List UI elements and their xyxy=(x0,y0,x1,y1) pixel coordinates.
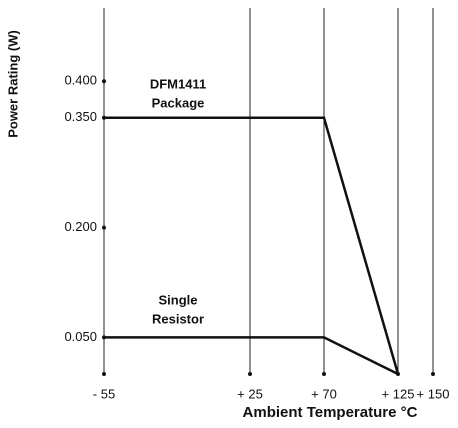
annotation: Single xyxy=(158,292,197,307)
line xyxy=(104,116,400,375)
annotation: Resistor xyxy=(152,311,204,326)
y-tick-label: 0.200 xyxy=(64,219,97,234)
x-tick-label: + 70 xyxy=(311,386,337,401)
x-tick-dot xyxy=(431,372,435,376)
y-tick-label: 0.050 xyxy=(64,329,97,344)
y-tick-label: 0.400 xyxy=(64,73,97,88)
annotation: Package xyxy=(152,95,205,110)
y-tick-dot xyxy=(102,225,106,230)
annotation: DFM1411 xyxy=(150,76,206,91)
x-tick-dot xyxy=(102,372,106,376)
x-tick-label: - 55 xyxy=(93,386,115,401)
y-tick-dot xyxy=(102,79,106,84)
x-tick-label: + 25 xyxy=(237,386,263,401)
line xyxy=(104,336,399,376)
x-tick-label: + 125 xyxy=(382,386,415,401)
x-tick-label: + 150 xyxy=(417,386,450,401)
x-tick-dot xyxy=(322,372,326,376)
x-tick-dot xyxy=(248,372,252,376)
y-axis-label: Power Rating (W) xyxy=(5,30,20,138)
x-axis-label: Ambient Temperature °C xyxy=(243,404,418,421)
y-tick-label: 0.350 xyxy=(64,109,97,124)
